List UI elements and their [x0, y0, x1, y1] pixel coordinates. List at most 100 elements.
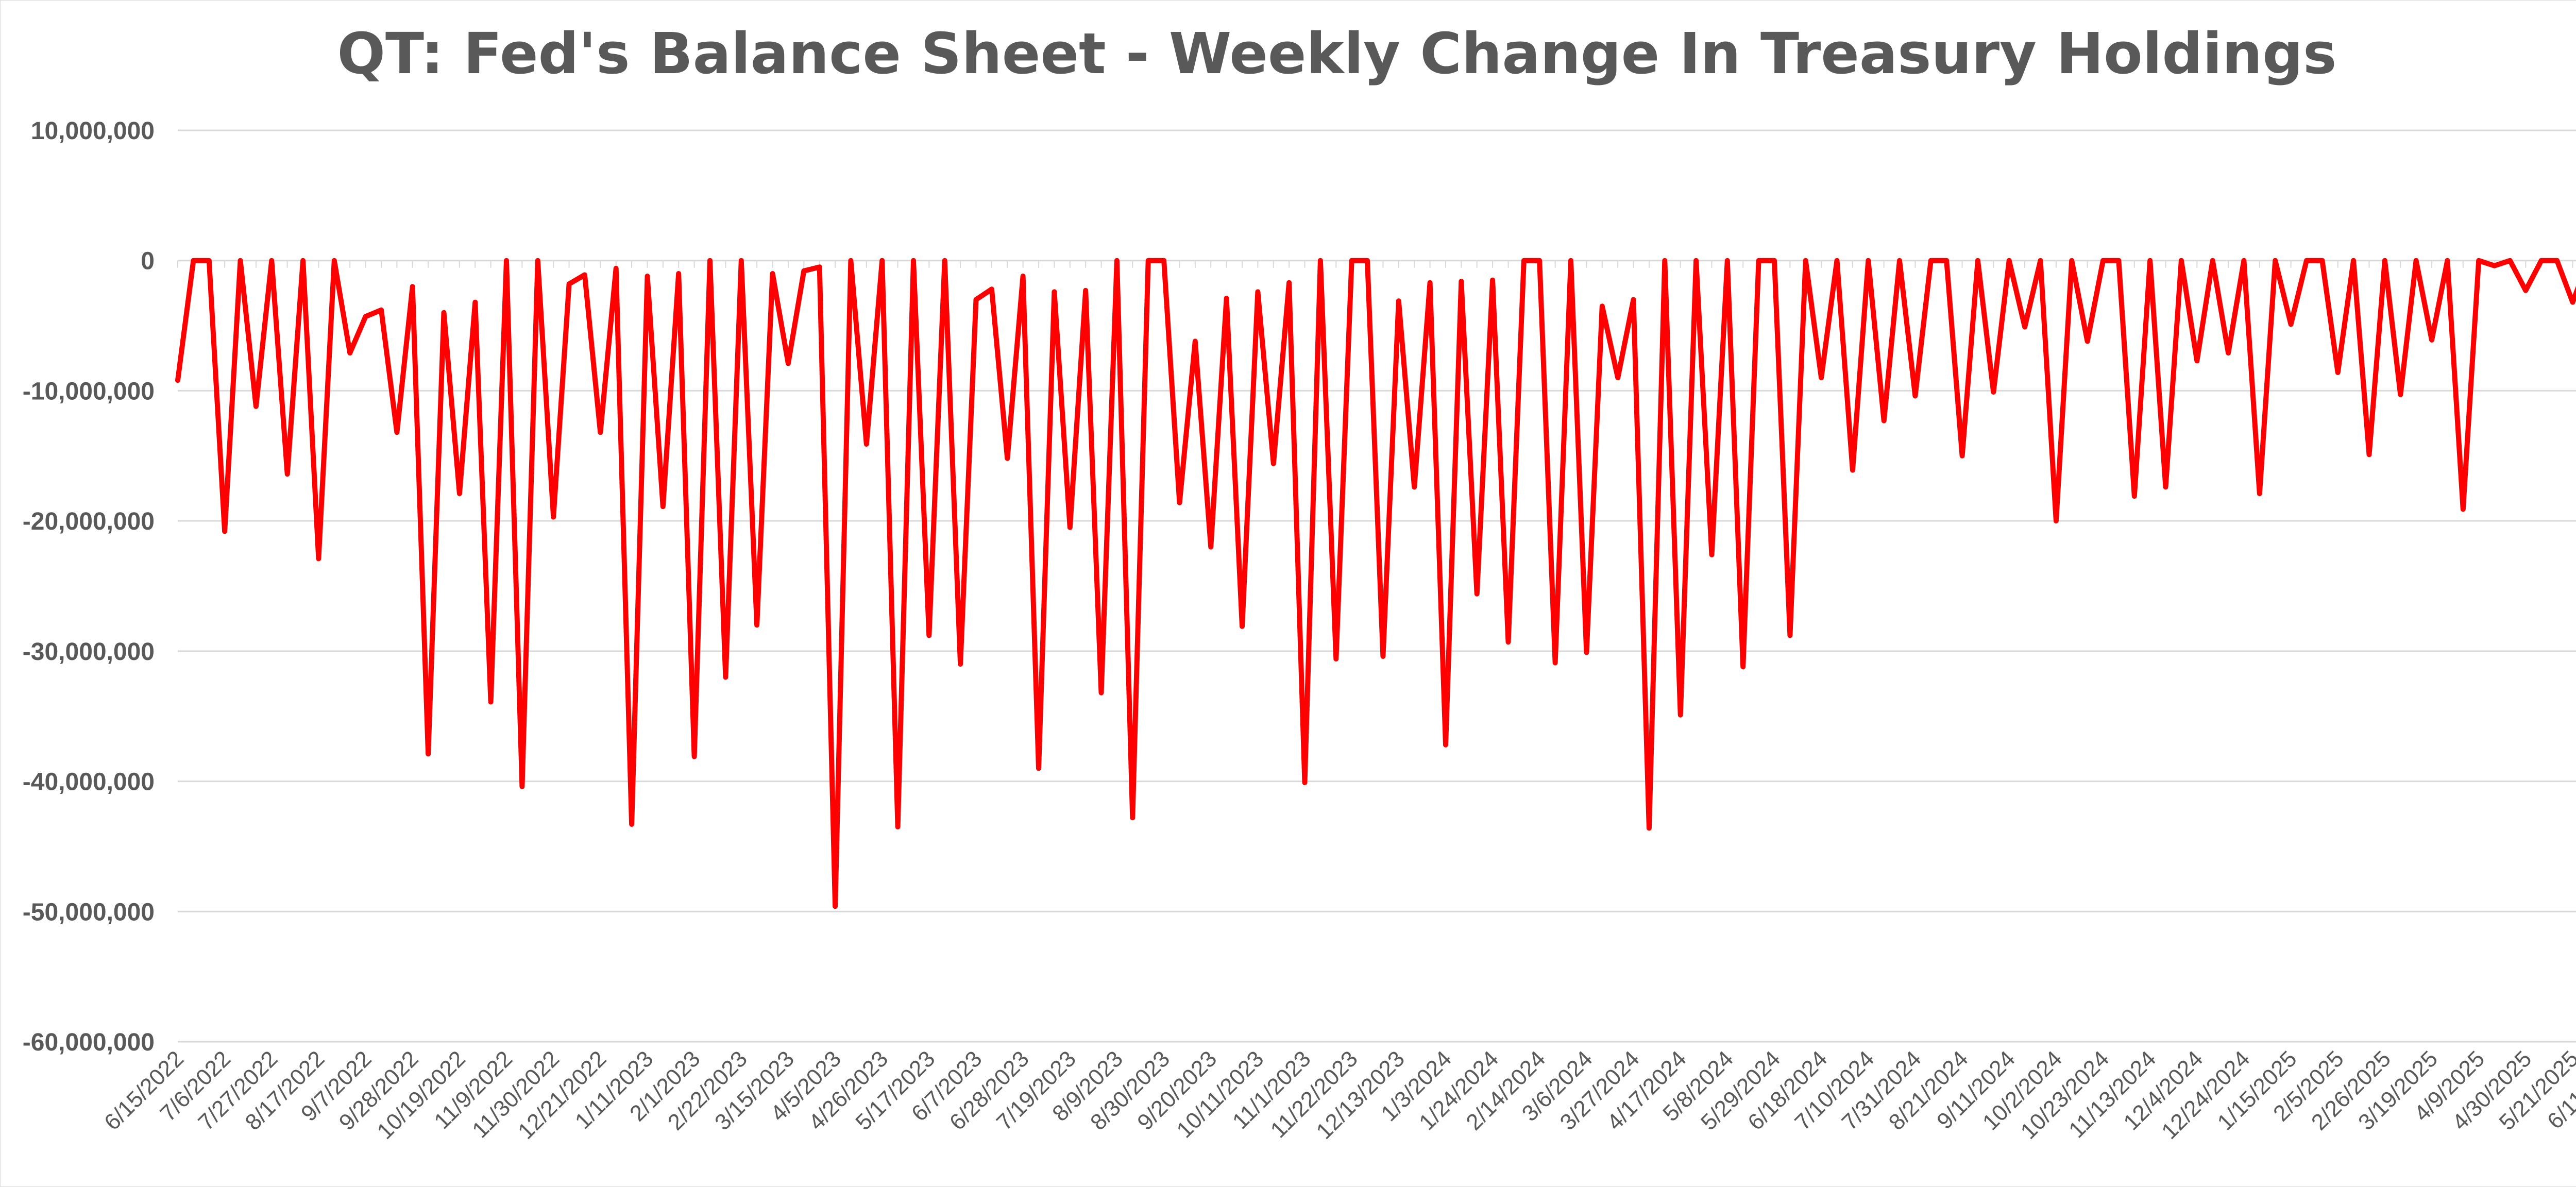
data-point: [551, 515, 556, 520]
data-point: [723, 674, 728, 680]
data-point: [1803, 258, 1808, 263]
data-point: [1036, 766, 1041, 771]
data-point: [316, 556, 321, 561]
data-point: [1021, 274, 1026, 279]
data-point: [1114, 258, 1120, 263]
data-point: [1146, 258, 1151, 263]
data-point: [864, 442, 869, 447]
data-point: [2335, 370, 2341, 375]
data-point: [1568, 258, 1573, 263]
data-point: [1271, 461, 1276, 466]
data-point: [472, 300, 478, 305]
data-point: [207, 258, 212, 263]
data-point: [1928, 258, 1934, 263]
data-point: [1615, 375, 1620, 380]
data-point: [1866, 258, 1871, 263]
data-point: [676, 271, 681, 276]
series-layer: [175, 258, 2576, 909]
y-tick-label: 0: [141, 248, 155, 275]
data-point: [1286, 280, 1292, 285]
data-point: [2054, 518, 2059, 523]
data-point: [2351, 258, 2356, 263]
data-point: [989, 286, 994, 292]
data-point: [1991, 389, 1996, 395]
data-point: [535, 258, 540, 263]
data-point: [629, 822, 634, 827]
data-point: [1459, 279, 1464, 284]
data-point: [488, 699, 494, 704]
data-point: [582, 273, 587, 278]
data-point: [175, 378, 180, 383]
data-point: [285, 471, 290, 477]
y-tick-label: -30,000,000: [23, 638, 155, 666]
x-axis-tick-labels: 6/15/20227/6/20227/27/20228/17/20229/7/2…: [99, 1046, 2576, 1144]
data-point: [379, 308, 384, 313]
data-point: [1412, 484, 1417, 489]
data-point: [1318, 258, 1323, 263]
data-point: [1772, 258, 1777, 263]
data-point: [1725, 258, 1730, 263]
data-point: [1083, 288, 1088, 293]
data-point: [1944, 258, 1949, 263]
data-point: [426, 752, 431, 757]
data-point: [614, 266, 619, 271]
data-point: [2492, 263, 2497, 268]
data-point: [1521, 258, 1527, 263]
y-tick-label: -50,000,000: [23, 898, 155, 926]
data-point: [410, 284, 415, 289]
y-tick-label: -20,000,000: [23, 508, 155, 535]
data-point: [2445, 258, 2450, 263]
data-point: [2132, 494, 2137, 499]
data-point: [707, 258, 713, 263]
data-point: [2163, 484, 2168, 489]
data-point: [911, 258, 916, 263]
data-point: [660, 504, 666, 509]
data-point: [1005, 456, 1010, 461]
data-point: [2476, 258, 2481, 263]
data-point: [1662, 258, 1667, 263]
data-point: [2539, 258, 2544, 263]
data-point: [2085, 338, 2090, 344]
data-point: [2319, 258, 2325, 263]
data-point: [2429, 337, 2434, 343]
data-point: [1835, 258, 1840, 263]
data-point: [2507, 258, 2513, 263]
data-point: [2210, 258, 2215, 263]
data-point: [253, 404, 259, 409]
data-point: [1349, 258, 1354, 263]
data-point: [1099, 690, 1104, 696]
data-point: [1631, 297, 1636, 302]
data-point: [895, 824, 901, 829]
y-tick-label: 10,000,000: [31, 117, 155, 145]
data-point: [519, 784, 524, 789]
chart-title: QT: Fed's Balance Sheet - Weekly Change …: [337, 21, 2337, 87]
data-point: [692, 754, 697, 759]
data-point: [770, 271, 775, 276]
data-point: [1475, 591, 1480, 597]
data-point: [1380, 654, 1385, 659]
data-point: [1756, 258, 1761, 263]
data-point: [238, 258, 243, 263]
data-point: [2179, 258, 2184, 263]
data-point: [1960, 453, 1965, 459]
data-point: [1333, 656, 1338, 662]
data-point: [2147, 258, 2153, 263]
data-point: [2382, 258, 2387, 263]
data-point: [1912, 394, 1918, 399]
data-point: [1067, 525, 1073, 530]
data-point: [347, 350, 352, 355]
data-point: [1161, 258, 1166, 263]
data-point: [1224, 296, 1229, 301]
data-point: [1709, 552, 1714, 557]
series-line: [175, 258, 2576, 909]
data-point: [645, 274, 650, 279]
data-point: [879, 258, 885, 263]
data-point: [457, 491, 462, 496]
data-point: [363, 314, 368, 319]
data-point: [1505, 639, 1511, 645]
data-point: [394, 430, 399, 435]
data-point: [754, 622, 759, 628]
data-point: [1396, 298, 1401, 303]
data-point: [1208, 545, 1213, 550]
